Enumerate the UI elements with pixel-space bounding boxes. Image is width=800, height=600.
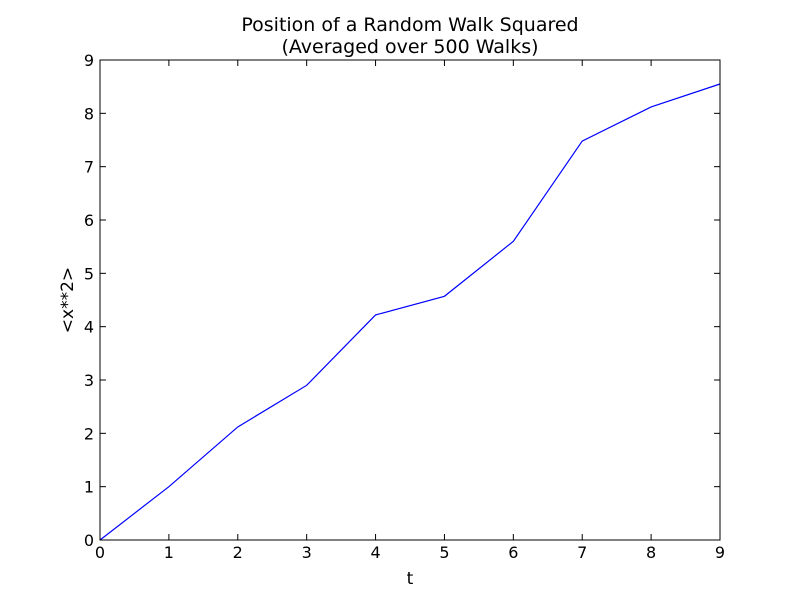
- y-tick-label-1: 1: [84, 478, 94, 497]
- y-tick-label-8: 8: [84, 104, 94, 123]
- y-tick-label-7: 7: [84, 158, 94, 177]
- x-tick-label-2: 2: [233, 543, 243, 562]
- y-tick-label-9: 9: [84, 51, 94, 70]
- x-tick-label-1: 1: [164, 543, 174, 562]
- x-tick-label-3: 3: [302, 543, 312, 562]
- plot-area: [100, 60, 720, 540]
- x-tick-label-5: 5: [439, 543, 449, 562]
- ticks: 0 1 2 3 4 5 6 7 8 9 0 1 2 3 4 5 6 7 8 9: [84, 51, 725, 562]
- y-axis-label: <x**2>: [58, 267, 78, 333]
- x-tick-label-8: 8: [646, 543, 656, 562]
- series-line-0: [99, 83, 721, 541]
- series-group: [99, 83, 721, 541]
- chart-title-line-2: (Averaged over 500 Walks): [281, 36, 538, 58]
- y-tick-label-3: 3: [84, 371, 94, 390]
- y-tick-label-5: 5: [84, 264, 94, 283]
- x-tick-label-0: 0: [95, 543, 105, 562]
- x-tick-label-6: 6: [508, 543, 518, 562]
- x-tick-label-7: 7: [577, 543, 587, 562]
- x-tick-label-9: 9: [715, 543, 725, 562]
- x-axis-label: t: [407, 569, 414, 589]
- x-tick-label-4: 4: [370, 543, 380, 562]
- y-tick-label-6: 6: [84, 211, 94, 230]
- chart-title-line-1: Position of a Random Walk Squared: [241, 14, 578, 36]
- y-tick-label-0: 0: [84, 531, 94, 550]
- plot-frame: [99, 59, 721, 541]
- y-tick-label-4: 4: [84, 318, 94, 337]
- y-tick-label-2: 2: [84, 424, 94, 443]
